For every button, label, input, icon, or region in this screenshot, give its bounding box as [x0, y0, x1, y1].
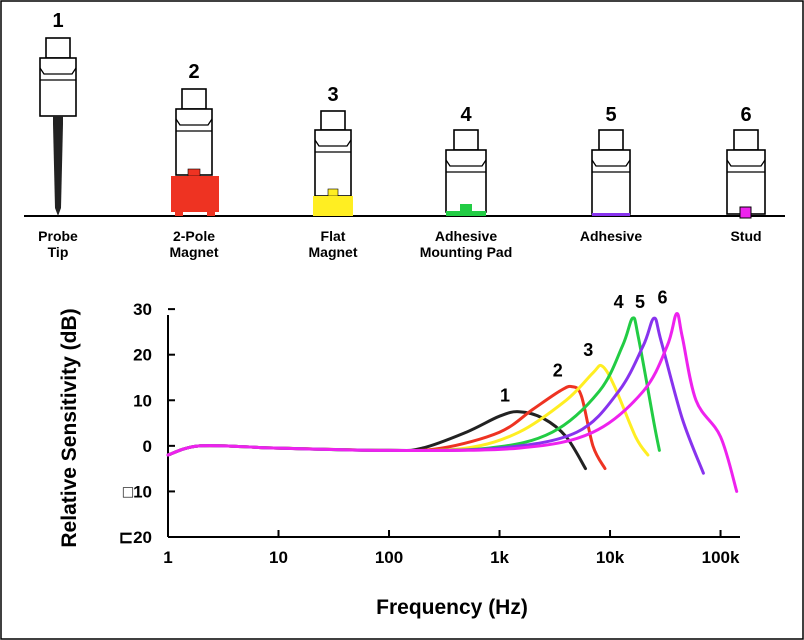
sensor-cap	[320, 110, 346, 131]
sensor-cap	[45, 37, 71, 59]
curve-label-5: 5	[635, 292, 645, 312]
sensor-cap	[453, 129, 479, 151]
probe-coupler	[53, 116, 63, 124]
magnet-pole-right	[207, 212, 215, 216]
adhesive-layer	[592, 213, 630, 216]
curve-labels: 1 23 4 5 6	[500, 288, 668, 406]
hex-nut	[591, 159, 631, 167]
mount-label-line2: Tip	[48, 244, 69, 260]
mount-number: 2	[188, 61, 199, 83]
mount-label-line2: Magnet	[309, 244, 358, 260]
sensor-cap	[733, 129, 759, 151]
curve-label-3: 3	[583, 340, 593, 360]
two-pole-magnet-base	[171, 176, 219, 212]
y-ticks: 30 20 10 0 □10 ⊏20	[119, 300, 175, 547]
mount-number: 4	[460, 104, 472, 126]
x-tick-label: 10k	[596, 548, 625, 567]
mount-label-line1: 2-Pole	[173, 228, 215, 244]
y-tick-label: 10	[133, 391, 152, 410]
mount-number: 5	[605, 104, 616, 126]
sensor-body	[175, 108, 213, 176]
mount-label-line1: Stud	[730, 228, 761, 244]
pad-stud	[460, 204, 472, 211]
curve-label-2: 2	[553, 361, 563, 381]
x-axis-title: Frequency (Hz)	[376, 596, 528, 619]
curve-label-1: 1	[500, 386, 510, 406]
adhesive-pad	[446, 211, 486, 216]
mount-label-line1: Flat	[321, 228, 346, 244]
hex-nut	[445, 159, 487, 167]
hex-nut	[726, 159, 766, 167]
y-axis-title: Relative Sensitivity (dB)	[58, 308, 81, 547]
hex-nut	[314, 139, 352, 147]
sensor-body	[591, 149, 631, 215]
mount-flat-magnet: 3 Flat Magnet	[309, 84, 358, 260]
curve-series-6	[166, 312, 739, 493]
y-tick-label: ⊏20	[119, 528, 152, 547]
mount-number: 1	[52, 10, 63, 32]
hex-nut	[175, 118, 213, 126]
mounting-stud	[739, 206, 752, 219]
y-tick-label: 0	[143, 437, 152, 456]
mount-2-pole-magnet: 2 2-Pole Magnet	[170, 61, 219, 260]
sensor-cap	[598, 129, 624, 151]
mount-adhesive-mounting-pad: 4 Adhesive Mounting Pad	[420, 104, 513, 260]
flat-magnet-base	[313, 196, 353, 216]
response-curves	[166, 312, 739, 493]
mount-number: 3	[327, 84, 338, 106]
y-tick-label: 30	[133, 300, 152, 319]
x-ticks: 1 10 100 1k 10k 100k	[163, 530, 740, 567]
y-tick-label: □10	[123, 482, 152, 501]
mount-probe-tip: 1 Probe Tip	[38, 10, 78, 260]
mount-number: 6	[740, 104, 751, 126]
mount-label-line1: Adhesive	[580, 228, 642, 244]
hex-nut	[39, 67, 77, 75]
x-tick-label: 1k	[490, 548, 509, 567]
magnet-stud	[187, 168, 201, 177]
mount-label-line2: Mounting Pad	[420, 244, 513, 260]
x-tick-label: 100k	[702, 548, 740, 567]
probe-tip-rod	[53, 124, 63, 216]
mount-adhesive: 5 Adhesive	[580, 104, 642, 244]
mount-stud: 6 Stud	[726, 104, 766, 244]
mount-label-line1: Adhesive	[435, 228, 497, 244]
x-tick-label: 100	[375, 548, 403, 567]
sensor-body	[726, 149, 766, 215]
curve-label-4: 4	[614, 292, 624, 312]
magnet-stud	[327, 188, 339, 197]
curve-label-6: 6	[658, 288, 668, 308]
sensor-body	[39, 57, 77, 117]
sensor-body	[445, 149, 487, 213]
magnet-pole-left	[175, 212, 183, 216]
mount-label-line1: Probe	[38, 228, 78, 244]
sensor-cap	[181, 88, 207, 110]
y-tick-label: 20	[133, 346, 152, 365]
sensor-body	[314, 129, 352, 197]
mount-label-line2: Magnet	[170, 244, 219, 260]
x-tick-label: 1	[163, 548, 172, 567]
x-tick-label: 10	[269, 548, 288, 567]
